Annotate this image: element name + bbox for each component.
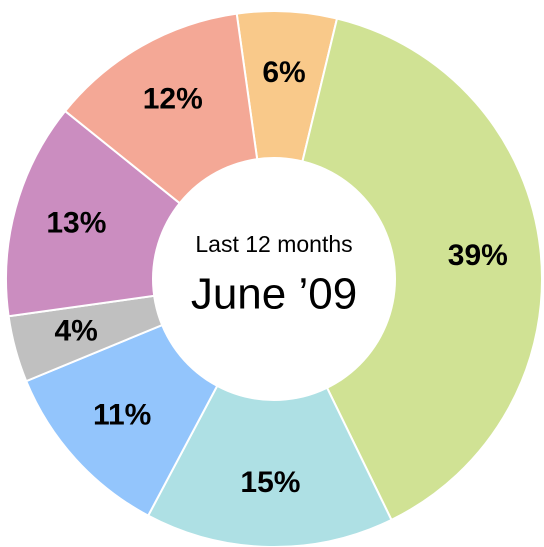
value-label: 15% <box>240 466 300 499</box>
donut-hole <box>152 157 396 401</box>
center-label: June ’09 <box>191 270 357 319</box>
value-label: 11% <box>93 399 151 432</box>
value-label: 13% <box>46 206 106 239</box>
center-label: Last 12 months <box>195 231 352 257</box>
value-label: 12% <box>143 83 203 116</box>
value-label: 39% <box>448 239 508 272</box>
slices <box>5 10 543 547</box>
value-label: 4% <box>54 315 97 348</box>
value-label: 6% <box>262 56 305 89</box>
slice <box>272 17 543 522</box>
